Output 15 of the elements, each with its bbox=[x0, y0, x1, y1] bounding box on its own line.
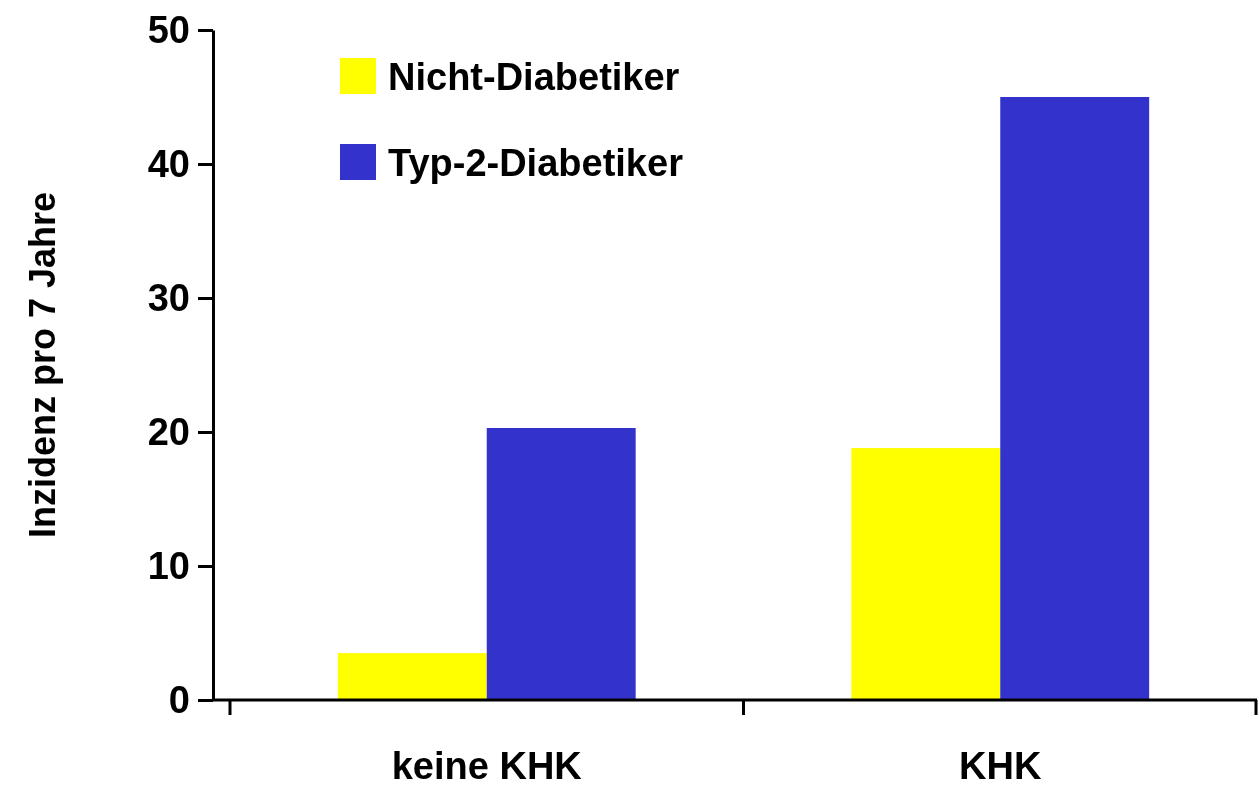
bar bbox=[1000, 97, 1150, 700]
y-tick-label: 30 bbox=[147, 276, 190, 319]
bar bbox=[337, 653, 487, 700]
y-tick-label: 0 bbox=[168, 678, 190, 721]
y-tick-label: 50 bbox=[147, 8, 190, 51]
y-tick-label: 10 bbox=[147, 544, 190, 587]
legend-label: Typ-2-Diabetiker bbox=[388, 142, 684, 184]
y-tick-label: 20 bbox=[147, 410, 190, 453]
bar bbox=[486, 427, 636, 700]
x-tick-label: keine KHK bbox=[391, 744, 583, 787]
x-tick-label: KHK bbox=[959, 744, 1042, 787]
y-axis-title: Inzidenz pro 7 Jahre bbox=[22, 191, 63, 539]
bar bbox=[851, 448, 1001, 700]
legend-label: Nicht-Diabetiker bbox=[388, 56, 680, 98]
y-tick-label: 40 bbox=[147, 142, 190, 185]
